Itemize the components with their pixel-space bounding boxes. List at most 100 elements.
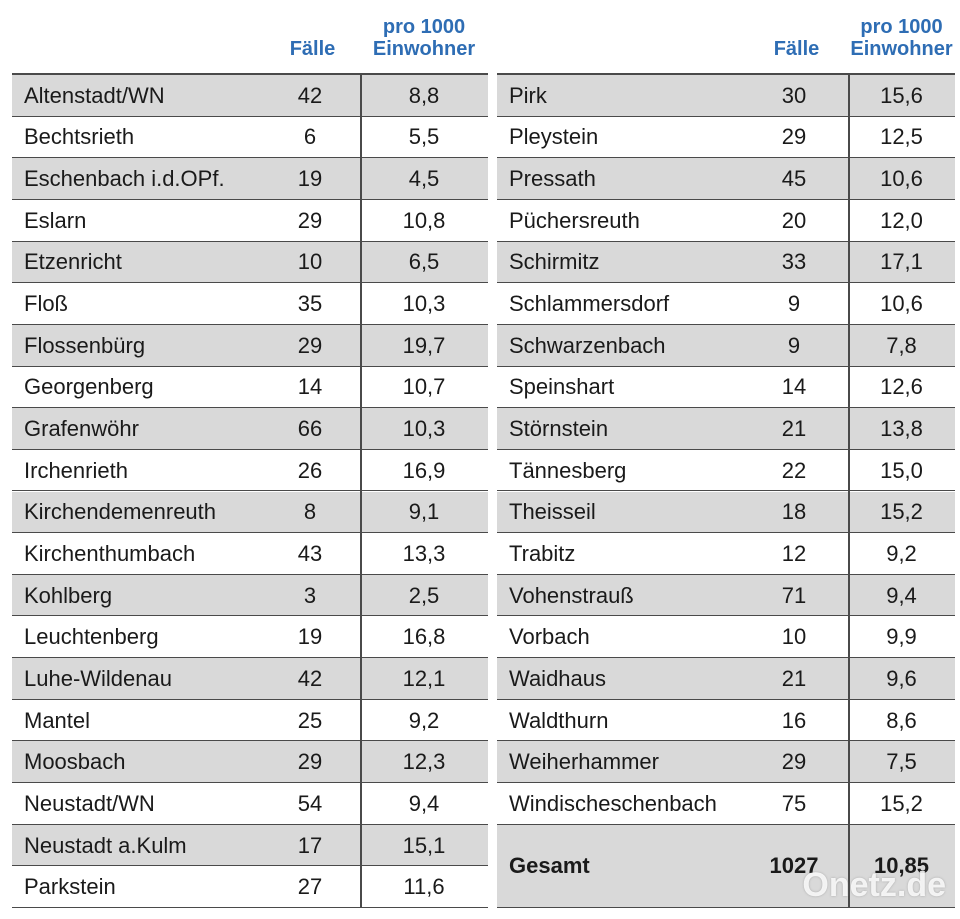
row-name: Schlammersdorf <box>509 291 670 317</box>
row-name: Theisseil <box>509 499 596 525</box>
cases-cell: 29 <box>781 749 807 775</box>
rate-cell: 6,5 <box>408 249 440 275</box>
rate-cell: 9,2 <box>408 707 440 733</box>
cases-cell: 19 <box>297 624 323 650</box>
row-name: Altenstadt/WN <box>24 82 165 108</box>
rate-cell: 15,6 <box>880 82 923 108</box>
table-row <box>497 408 955 450</box>
cases-cell: 27 <box>297 874 323 900</box>
row-name: Luhe-Wildenau <box>24 665 172 691</box>
rate-cell: 9,9 <box>886 624 917 650</box>
table-row <box>497 75 955 117</box>
table-row <box>497 783 955 825</box>
table-row <box>12 616 488 659</box>
row-name: Etzenricht <box>24 249 122 275</box>
table-row <box>497 241 955 284</box>
table-row <box>12 75 488 117</box>
row-name: Grafenwöhr <box>24 416 139 441</box>
table-row <box>497 699 955 742</box>
cases-cell: 8 <box>303 499 317 525</box>
table-row <box>497 741 955 784</box>
rate-cell: 19,7 <box>402 332 446 358</box>
row-name: Pressath <box>509 166 596 192</box>
table-row <box>12 741 488 784</box>
table-top-border <box>12 73 488 75</box>
rate-cell: 10,85 <box>873 853 930 879</box>
cases-cell: 18 <box>781 499 807 525</box>
row-name: Vorbach <box>509 624 590 650</box>
rate-cell: 7,8 <box>886 332 917 358</box>
row-name: Waldthurn <box>509 707 609 733</box>
rate-cell: 10,7 <box>402 374 446 400</box>
rate-cell: 16,9 <box>402 457 446 483</box>
rate-cell: 12,5 <box>880 124 923 150</box>
row-name: Schirmitz <box>509 249 600 275</box>
cases-cell: 35 <box>297 291 323 317</box>
table-row <box>12 199 488 242</box>
rate-cell: 17,1 <box>880 249 923 275</box>
row-name: Parkstein <box>24 874 116 900</box>
table-row <box>497 824 955 908</box>
table-row <box>12 699 488 742</box>
table-row <box>497 199 955 242</box>
cases-cell: 30 <box>781 82 807 108</box>
cases-cell: 42 <box>297 665 323 691</box>
table-row <box>497 658 955 700</box>
column-divider <box>360 75 362 908</box>
cases-cell: 71 <box>781 582 807 608</box>
cases-cell: 1027 <box>769 853 819 879</box>
row-name: Bechtsrieth <box>24 124 135 150</box>
rate-cell: 8,8 <box>408 82 440 108</box>
column-header: pro 1000 Einwohner <box>850 16 953 60</box>
table-row <box>12 283 488 325</box>
row-name: Georgenberg <box>24 374 154 400</box>
cases-cell: 29 <box>297 207 323 233</box>
cases-cell: 12 <box>781 540 807 566</box>
rate-cell: 10,3 <box>402 291 446 317</box>
table-row <box>12 158 488 200</box>
watermark: Onetz.de <box>802 866 946 904</box>
row-name: Gesamt <box>509 853 590 879</box>
row-name: Mantel <box>24 707 91 733</box>
table-row <box>497 449 955 492</box>
table-row <box>497 574 955 617</box>
rate-cell: 5,5 <box>408 124 440 150</box>
table-top-border <box>497 73 955 75</box>
table-row <box>12 324 488 367</box>
cases-cell: 14 <box>297 374 323 400</box>
column-header: Fälle <box>289 38 336 60</box>
row-name: Neustadt a.Kulm <box>24 832 187 858</box>
cases-cell: 9 <box>787 332 801 358</box>
row-name: Speinshart <box>509 374 615 400</box>
row-name: Kohlberg <box>24 582 113 608</box>
table-row <box>12 366 488 409</box>
row-name: Pirk <box>509 82 547 108</box>
row-name: Leuchtenberg <box>24 624 159 650</box>
rate-cell: 8,6 <box>886 707 917 733</box>
table-row <box>497 533 955 575</box>
rate-cell: 10,3 <box>402 416 446 441</box>
cases-cell: 29 <box>297 749 323 775</box>
row-name: Pleystein <box>509 124 599 150</box>
rate-cell: 12,6 <box>880 374 923 400</box>
row-name: Eslarn <box>24 207 87 233</box>
rate-cell: 11,6 <box>403 874 445 900</box>
rate-cell: 10,8 <box>402 207 446 233</box>
rate-cell: 15,2 <box>880 790 923 816</box>
cases-cell: 25 <box>297 707 323 733</box>
cases-cell: 29 <box>781 124 807 150</box>
cases-cell: 10 <box>297 249 323 275</box>
cases-cell: 6 <box>303 124 317 150</box>
cases-cell: 42 <box>297 82 323 108</box>
row-name: Floß <box>24 291 68 317</box>
rate-cell: 7,5 <box>886 749 917 775</box>
column-header: Fälle <box>773 38 820 60</box>
cases-cell: 26 <box>297 457 323 483</box>
table-row <box>12 783 488 825</box>
rate-cell: 12,1 <box>402 665 446 691</box>
cases-cell: 10 <box>781 624 807 650</box>
rate-cell: 15,0 <box>880 457 923 483</box>
row-name: Tännesberg <box>509 457 627 483</box>
table-row <box>12 658 488 700</box>
rate-cell: 10,6 <box>880 291 923 317</box>
